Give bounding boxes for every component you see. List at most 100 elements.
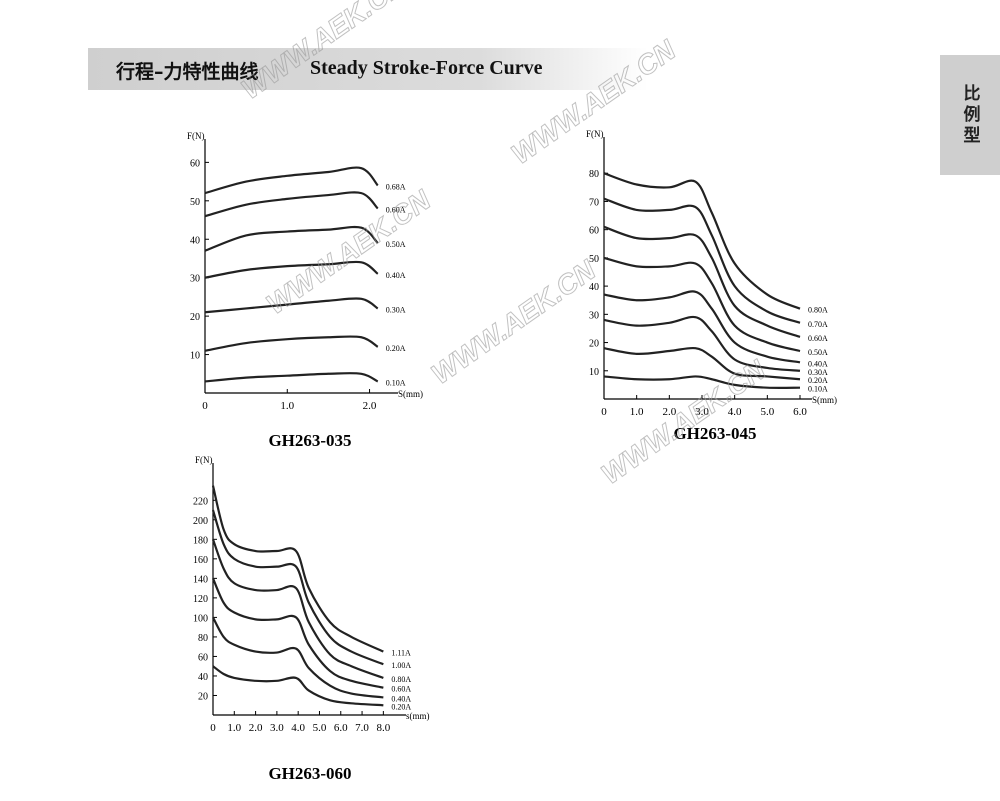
x-tick-label: 7.0 [355, 722, 369, 734]
x-tick-label: 2.0 [249, 722, 263, 734]
series-label: 1.00A [391, 661, 411, 670]
x-tick-label: 6.0 [334, 722, 348, 734]
x-tick-label: 8.0 [376, 722, 390, 734]
y-tick-label: 120 [193, 594, 208, 605]
y-tick-label: 60 [198, 652, 208, 663]
side-tab: 比例型 [940, 55, 1000, 175]
series-label: 0.20A [386, 344, 406, 353]
y-tick-label: 30 [589, 310, 599, 321]
force-curve [212, 616, 384, 699]
y-tick-label: 50 [589, 254, 599, 265]
header-title-cn: 行程–力特性曲线 [116, 61, 259, 83]
force-curve [603, 315, 801, 372]
header-title-en: Steady Stroke-Force Curve [310, 57, 543, 79]
chart-caption: GH263-035 [268, 431, 351, 450]
y-tick-label: 10 [190, 351, 200, 362]
y-tick-label: 180 [193, 535, 208, 546]
header-band: 行程–力特性曲线 Steady Stroke-Force Curve [88, 48, 648, 90]
watermark: WWW.AEK.CN [236, 0, 412, 105]
y-tick-label: 80 [198, 633, 208, 644]
y-tick-label: 60 [589, 226, 599, 237]
series-label: 0.40A [808, 359, 828, 368]
series-label: 0.10A [808, 385, 828, 394]
series-label: 0.68A [386, 182, 406, 191]
force-curve [211, 509, 384, 666]
y-tick-label: 100 [193, 613, 208, 624]
x-tick-label: 3.0 [695, 406, 709, 418]
y-tick-label: 200 [193, 516, 208, 527]
force-curve [603, 346, 801, 381]
y-tick-label: 40 [589, 282, 599, 293]
force-curve [211, 538, 384, 679]
series-label: 0.50A [808, 348, 828, 357]
y-tick-label: 70 [589, 197, 599, 208]
series-label: 0.10A [386, 378, 406, 387]
x-tick-label: 2.0 [662, 406, 676, 418]
series-label: 0.20A [391, 702, 411, 711]
x-tick-label: 0 [202, 400, 208, 412]
force-curve [204, 372, 379, 383]
x-axis-label: S(mm) [812, 395, 837, 405]
force-curve [603, 290, 801, 364]
force-curve [211, 485, 384, 653]
x-tick-label: 4.0 [728, 406, 742, 418]
force-curve [211, 577, 384, 689]
force-curve [204, 191, 379, 218]
x-tick-label: 6.0 [793, 406, 807, 418]
y-axis-label: F(N) [586, 129, 604, 139]
force-curve [603, 256, 801, 353]
force-curve [204, 260, 379, 279]
y-tick-label: 160 [193, 555, 208, 566]
force-curve [204, 166, 379, 195]
force-curve [204, 297, 379, 314]
x-tick-label: 3.0 [270, 722, 284, 734]
y-tick-label: 220 [193, 496, 208, 507]
y-tick-label: 60 [190, 158, 200, 169]
y-axis-label: F(N) [187, 131, 205, 141]
force-curve [603, 172, 801, 310]
series-label: 0.60A [386, 206, 406, 215]
series-label: 0.40A [391, 694, 411, 703]
y-tick-label: 20 [589, 339, 599, 350]
y-tick-label: 20 [198, 691, 208, 702]
series-label: 0.30A [808, 368, 828, 377]
series-label: 0.20A [808, 376, 828, 385]
x-tick-label: 0 [210, 722, 216, 734]
x-tick-label: 1.0 [227, 722, 241, 734]
y-tick-label: 30 [190, 274, 200, 285]
x-tick-label: 5.0 [760, 406, 774, 418]
series-label: 0.30A [386, 305, 406, 314]
series-label: 0.40A [386, 271, 406, 280]
y-tick-label: 80 [589, 169, 599, 180]
y-axis-label: F(N) [195, 455, 213, 465]
force-curve [603, 197, 801, 324]
series-label: 0.60A [391, 685, 411, 694]
chart-caption: GH263-045 [673, 424, 756, 443]
y-tick-label: 40 [198, 672, 208, 683]
series-label: 0.60A [808, 334, 828, 343]
x-axis-label: S(mm) [398, 389, 423, 399]
y-tick-label: 50 [190, 197, 200, 208]
series-label: 1.11A [391, 649, 411, 658]
x-tick-label: 5.0 [313, 722, 327, 734]
x-tick-label: 0 [601, 406, 607, 418]
series-label: 0.50A [386, 240, 406, 249]
chart-caption: GH263-060 [268, 764, 351, 783]
x-tick-label: 1.0 [280, 400, 294, 412]
watermark: WWW.AEK.CN [426, 254, 602, 390]
series-label: 0.80A [391, 675, 411, 684]
y-tick-label: 10 [589, 367, 599, 378]
x-axis-label: s(mm) [406, 711, 430, 721]
force-curve [603, 375, 801, 390]
y-tick-label: 140 [193, 574, 208, 585]
force-curve [204, 335, 379, 352]
x-tick-label: 1.0 [630, 406, 644, 418]
watermark: WWW.AEK.CN [506, 34, 682, 170]
series-label: 0.70A [808, 320, 828, 329]
force-curve [204, 225, 379, 252]
watermark: WWW.AEK.CN [596, 354, 772, 490]
y-tick-label: 40 [190, 235, 200, 246]
series-label: 0.80A [808, 306, 828, 315]
